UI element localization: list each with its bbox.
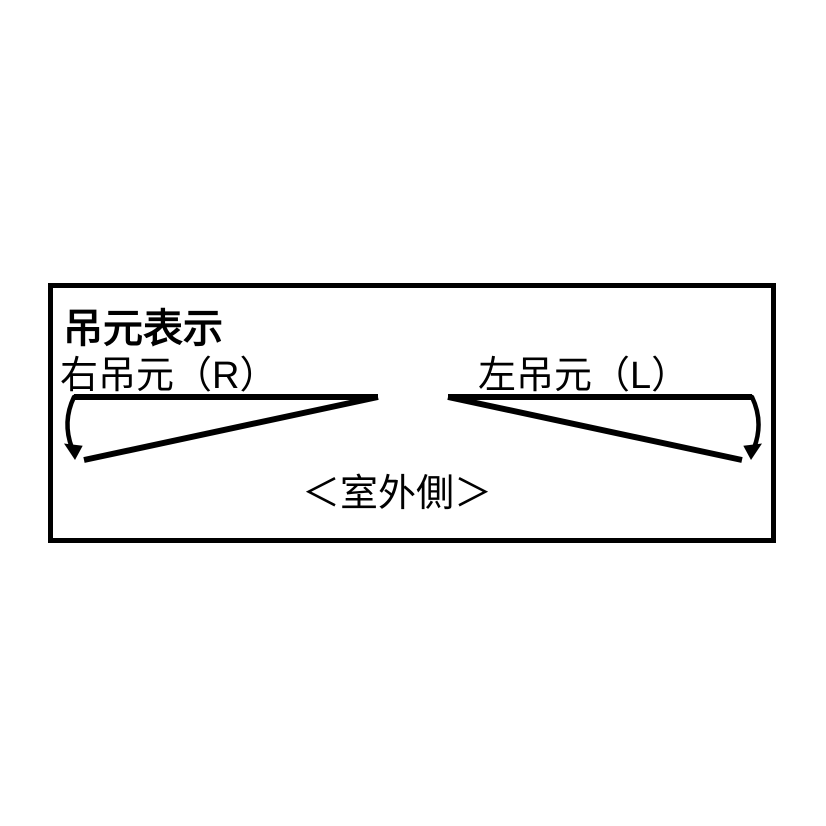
diagram-lines — [0, 0, 826, 826]
diagram-canvas: 吊元表示 右吊元（R） 左吊元（L） ＜室外側＞ — [0, 0, 826, 826]
